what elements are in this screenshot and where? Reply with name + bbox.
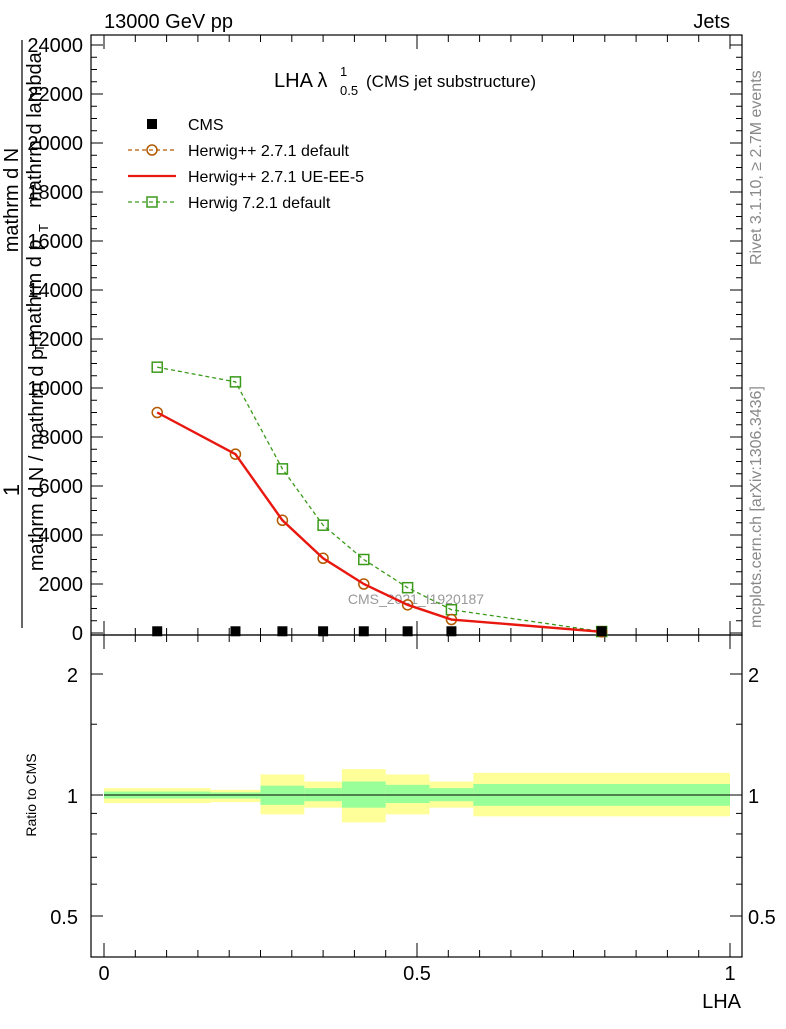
x-tick-label: 0.5	[403, 963, 431, 985]
y-tick-label: 20000	[27, 133, 83, 155]
y-axis-label-den-1-sub: T	[32, 344, 47, 352]
series-point-cms	[152, 626, 163, 637]
y-tick-label: 12000	[27, 329, 83, 351]
y-axis-label-den-2: mathrm d N	[1, 148, 23, 252]
y-tick-label: 16000	[27, 231, 83, 253]
legend: CMS Herwig++ 2.7.1 default Herwig++ 2.7.…	[128, 117, 364, 212]
x-tick-label: 0	[98, 963, 109, 985]
series-point-h7	[151, 361, 163, 373]
y-tick-label: 24000	[27, 35, 83, 57]
series-point-cms	[277, 626, 288, 637]
y-axis-label-den-3: mathrm d p	[24, 239, 46, 340]
series-layer	[151, 361, 608, 638]
plot-title-sub: 0.5	[340, 83, 358, 98]
legend-cms-label: CMS	[188, 117, 224, 134]
ratio-band-green	[385, 784, 430, 804]
ratio-y-axis-label: Ratio to CMS	[23, 753, 39, 836]
y-axis-label-den-4: mathrm d lambda	[24, 51, 46, 207]
y-tick-label: 14000	[27, 280, 83, 302]
series-point-h7	[358, 553, 370, 566]
y-axis-label-den-1: mathrm d N / mathrm d p	[26, 349, 48, 571]
legend-hpp-ueee5-label: Herwig++ 2.7.1 UE-EE-5	[188, 169, 364, 186]
analysis-watermark: CMS_2021_I1920187	[348, 591, 484, 607]
x-tick-label: 1	[724, 963, 735, 985]
series-point-h7	[276, 463, 289, 475]
main-y-ticks: 0 2000 4000 6000 8000 10000 12000 14000 16000 180…	[27, 35, 742, 645]
series-point-hpp-default	[151, 406, 163, 419]
series-point-hpp-default	[317, 552, 329, 565]
ratio-x-ticks: 0 0.5 1	[98, 635, 736, 985]
plot-title-suffix: (CMS jet substructure)	[366, 72, 536, 91]
legend-cms-marker	[147, 119, 157, 129]
series-point-cms	[230, 626, 241, 637]
y-tick-label: 10000	[27, 378, 83, 400]
legend-hpp-default-marker	[146, 144, 158, 156]
y-tick-label: 2000	[39, 574, 84, 596]
legend-h7-label: Herwig 7.2.1 default	[188, 195, 331, 212]
y-axis-label: 1 mathrm d N / mathrm d p T mathrm d N m…	[0, 40, 51, 628]
y-axis-label-den-3-sub: T	[36, 224, 51, 232]
ratio-bands	[104, 769, 730, 823]
series-point-hpp-default	[401, 599, 414, 611]
ratio-tick-label: 0.5	[50, 907, 78, 929]
ratio-tick-label-right: 1	[748, 786, 759, 808]
legend-hpp-default-label: Herwig++ 2.7.1 default	[188, 143, 350, 160]
series-point-h7	[229, 376, 242, 388]
y-tick-label: 4000	[39, 525, 84, 547]
header-jets: Jets	[693, 11, 730, 33]
ratio-tick-label-right: 0.5	[748, 907, 776, 929]
y-tick-label: 8000	[39, 427, 84, 449]
y-axis-label-num: 1	[0, 484, 24, 496]
y-tick-label: 0	[72, 623, 83, 645]
series-point-cms	[596, 626, 607, 637]
y-tick-label: 6000	[39, 476, 84, 498]
series-point-cms	[318, 626, 329, 637]
plot-title-sup: 1	[340, 64, 347, 79]
header-energy: 13000 GeV pp	[104, 11, 233, 33]
legend-h7-marker	[146, 196, 158, 208]
series-point-cms	[446, 626, 457, 637]
series-point-hpp-default	[276, 514, 289, 527]
series-point-h7	[317, 519, 329, 531]
series-line-2	[156, 411, 602, 633]
y-tick-label: 22000	[27, 84, 83, 106]
y-tick-label: 18000	[27, 182, 83, 204]
series-line-3	[157, 366, 602, 633]
ratio-tick-label: 2	[67, 665, 78, 687]
series-point-h7	[401, 581, 414, 594]
rivet-version: Rivet 3.1.10, ≥ 2.7M events	[748, 70, 765, 265]
series-point-cms	[358, 626, 369, 637]
series-point-hpp-default	[358, 578, 370, 590]
series-point-hpp-default	[229, 448, 242, 460]
ratio-tick-label: 1	[67, 786, 78, 808]
plot-title: LHA λ	[274, 70, 327, 92]
ratio-y-ticks: 0.5 0.5 1 1 2 2	[50, 665, 776, 929]
x-axis-label: LHA	[702, 991, 742, 1013]
mcplots-credit: mcplots.cern.ch [arXiv:1306.3436]	[748, 386, 765, 628]
series-point-cms	[402, 626, 413, 637]
ratio-tick-label-right: 2	[748, 665, 759, 687]
main-x-ticks	[103, 35, 731, 635]
